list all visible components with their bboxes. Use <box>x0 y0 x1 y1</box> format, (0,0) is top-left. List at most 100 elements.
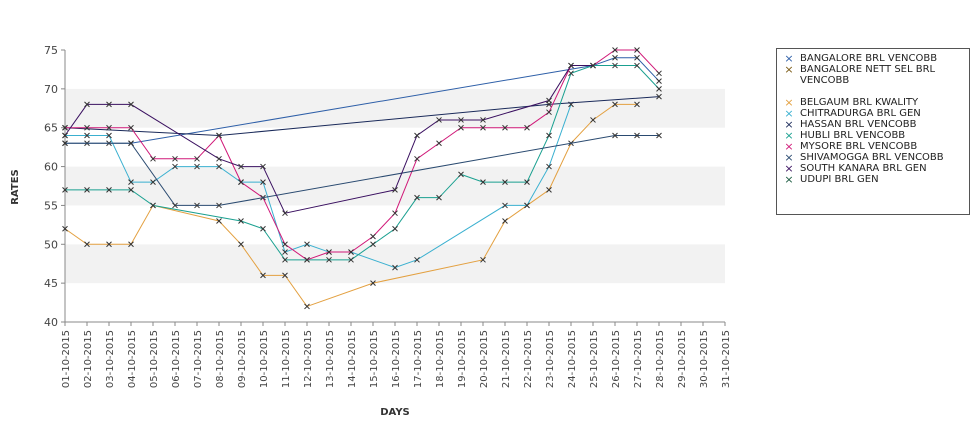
x-tick-label: 10-10-2015 <box>259 330 270 388</box>
x-tick-label: 13-10-2015 <box>325 330 336 388</box>
data-point <box>458 117 464 123</box>
x-tick-label: 05-10-2015 <box>149 330 160 388</box>
y-axis: 40 45 50 55 60 65 70 75 <box>44 44 66 329</box>
series-south-kanara-brl-gen <box>62 62 596 217</box>
data-point <box>128 140 134 147</box>
x-tick-label: 02-10-2015 <box>83 330 94 388</box>
y-tick-label: 45 <box>44 277 58 290</box>
data-point <box>480 256 486 263</box>
x-tick-label: 25-10-2015 <box>589 330 600 388</box>
data-point <box>172 155 178 162</box>
data-point <box>84 132 90 139</box>
y-tick-label: 75 <box>44 44 58 57</box>
y-tick-label: 60 <box>44 161 58 174</box>
data-point <box>546 97 552 104</box>
x-tick-label: 15-10-2015 <box>369 330 380 388</box>
data-point <box>392 225 398 232</box>
legend-marker-icon: × <box>784 129 794 142</box>
data-point <box>656 70 662 77</box>
data-point <box>524 124 530 131</box>
legend-label: BELGAUM BRL KWALITY <box>800 97 919 108</box>
data-point <box>304 256 310 263</box>
data-point <box>304 241 310 248</box>
data-point <box>216 163 222 170</box>
data-point <box>524 179 530 185</box>
data-point <box>458 124 464 131</box>
data-point <box>326 249 332 255</box>
grid-band <box>65 88 725 128</box>
x-tick-label: 17-10-2015 <box>413 330 424 388</box>
legend-label: CHITRADURGA BRL GEN <box>800 108 921 119</box>
data-point <box>414 155 420 162</box>
x-tick-label: 07-10-2015 <box>193 330 204 388</box>
grid-band <box>65 127 725 167</box>
legend-label: HUBLI BRL VENCOBB <box>800 130 906 141</box>
data-point <box>326 256 332 263</box>
legend-label: MYSORE BRL VENCOBB <box>800 141 918 152</box>
y-tick-label: 40 <box>44 316 58 329</box>
data-point <box>106 124 112 131</box>
data-point <box>172 202 178 209</box>
legend-label: SHIVAMOGGA BRL VENCOBB <box>800 152 944 163</box>
x-tick-label: 28-10-2015 <box>655 330 666 388</box>
x-tick-label: 12-10-2015 <box>303 330 314 388</box>
data-point <box>414 194 420 201</box>
x-tick-label: 22-10-2015 <box>523 330 534 388</box>
x-tick-label: 23-10-2015 <box>545 330 556 388</box>
series-line <box>65 104 572 269</box>
data-point <box>282 256 288 263</box>
series-mysore-brl-vencobb <box>62 47 662 263</box>
x-tick-label: 20-10-2015 <box>479 330 490 388</box>
x-tick-label: 24-10-2015 <box>567 330 578 388</box>
x-tick-label: 14-10-2015 <box>347 330 358 388</box>
data-point <box>392 187 398 193</box>
legend-item: × HASSAN BRL VENCOBB <box>783 119 965 130</box>
data-point <box>128 124 134 131</box>
legend-item: × SHIVAMOGGA BRL VENCOBB <box>783 152 965 163</box>
data-point <box>84 187 90 193</box>
grid-band <box>65 244 725 284</box>
data-point <box>546 109 552 116</box>
series-line <box>64 96 660 136</box>
legend-item: × BELGAUM BRL KWALITY <box>783 97 965 108</box>
y-axis-label: RATES <box>10 169 21 205</box>
y-tick-label: 70 <box>44 83 58 96</box>
x-tick-label: 31-10-2015 <box>721 330 732 388</box>
legend-marker-icon: × <box>784 63 794 76</box>
data-point <box>436 117 442 123</box>
data-point <box>260 163 266 170</box>
x-tick-label: 21-10-2015 <box>501 330 512 388</box>
legend-item: × MYSORE BRL VENCOBB <box>783 141 965 152</box>
data-point <box>62 124 68 131</box>
data-point <box>502 202 508 209</box>
x-tick-label: 19-10-2015 <box>457 330 468 388</box>
legend-item: × BANGALORE NETT SEL BRL VENCOBB <box>783 64 965 86</box>
data-point <box>194 202 200 209</box>
y-tick-label: 50 <box>44 238 58 251</box>
legend-marker-icon: × <box>784 140 794 153</box>
x-tick-label: 30-10-2015 <box>699 330 710 388</box>
data-point <box>216 155 222 162</box>
data-point <box>238 241 244 248</box>
legend-item: × UDUPI BRL GEN <box>783 174 965 185</box>
data-point <box>612 47 618 53</box>
data-point <box>414 132 420 139</box>
data-point <box>612 62 618 69</box>
data-point <box>84 101 90 108</box>
data-point <box>656 86 662 92</box>
legend-item: × BANGALORE BRL VENCOBB <box>783 53 965 64</box>
legend-item: × SOUTH KANARA BRL GEN <box>783 163 965 174</box>
data-point <box>612 54 618 61</box>
data-point <box>546 187 552 193</box>
data-point <box>106 187 112 193</box>
data-point <box>502 218 508 224</box>
legend-marker-icon: × <box>784 96 794 109</box>
data-point <box>128 187 134 193</box>
data-point <box>458 171 464 178</box>
x-tick-label: 09-10-2015 <box>237 330 248 388</box>
x-tick-label: 11-10-2015 <box>281 330 292 388</box>
data-point <box>194 155 200 162</box>
data-point <box>436 194 442 201</box>
data-point <box>282 249 288 255</box>
